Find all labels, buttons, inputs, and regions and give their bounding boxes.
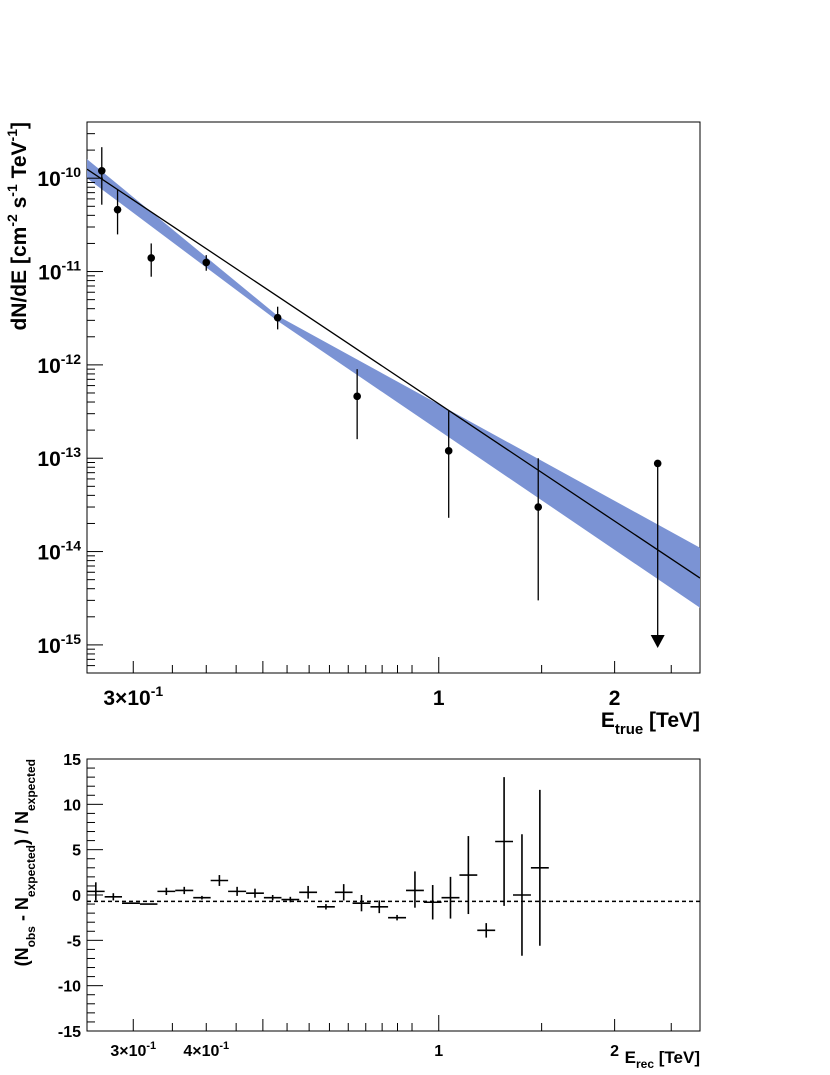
spectrum-point-5 bbox=[273, 306, 282, 330]
spectrum-y-axis-title: dN/dE [cm-2 s-1 TeV-1] bbox=[4, 122, 31, 331]
residual-point-20 bbox=[423, 885, 442, 920]
x-tick-label: 1 bbox=[434, 1043, 443, 1060]
spectrum-point-marker bbox=[113, 205, 122, 214]
residual-point-12 bbox=[281, 896, 300, 903]
spectrum-x-axis-title: Etrue [TeV] bbox=[601, 709, 700, 738]
spectrum-axis-ticks bbox=[86, 121, 672, 674]
residual-point-22 bbox=[459, 836, 478, 915]
residual-point-5 bbox=[157, 887, 176, 895]
fit-line bbox=[86, 168, 701, 579]
spectrum-point-7 bbox=[444, 411, 453, 518]
residual-point-1 bbox=[87, 882, 105, 901]
spectrum-point-6 bbox=[353, 369, 361, 440]
x-tick-label: 4×10-1 bbox=[183, 1040, 229, 1060]
residual-point-6 bbox=[175, 886, 194, 895]
y-tick-label: 10-14 bbox=[37, 538, 81, 565]
y-tick-label: 10-13 bbox=[37, 444, 81, 471]
residual-point-15 bbox=[334, 884, 353, 901]
upper-limit-marker bbox=[653, 459, 662, 468]
residuals-x-tick-labels: 3×10-1 4×10-1 1 2 bbox=[110, 1040, 619, 1060]
residual-point-18 bbox=[388, 914, 407, 921]
residual-point-13 bbox=[299, 885, 318, 899]
y-tick-label: 10 bbox=[63, 797, 81, 814]
residual-point-7 bbox=[193, 895, 211, 900]
residual-point-21 bbox=[441, 876, 460, 919]
x-tick-label: 3×10-1 bbox=[110, 1040, 156, 1060]
residual-point-10 bbox=[246, 888, 264, 898]
residual-point-14 bbox=[317, 904, 335, 910]
y-tick-label: 0 bbox=[72, 888, 81, 905]
residuals-y-axis-title: (Nobs - Nexpected) / Nexpected bbox=[12, 759, 38, 966]
residuals-y-tick-labels: 15 10 5 0 -5 -10 -15 bbox=[58, 752, 81, 1041]
y-tick-label: -15 bbox=[58, 1024, 81, 1041]
spectrum-point-4 bbox=[202, 255, 211, 271]
x-tick-label: 1 bbox=[433, 687, 445, 710]
spectrum-point-3 bbox=[147, 243, 156, 277]
residual-point-17 bbox=[370, 900, 389, 914]
spectrum-point-marker bbox=[202, 258, 211, 267]
residual-point-23 bbox=[477, 923, 496, 938]
spectrum-point-marker bbox=[534, 503, 543, 511]
spectrum-point-1 bbox=[97, 147, 106, 205]
spectrum-point-marker bbox=[273, 313, 282, 322]
y-tick-label: -5 bbox=[67, 933, 81, 950]
y-tick-label: 10-10 bbox=[37, 164, 81, 191]
residual-point-16 bbox=[352, 895, 371, 912]
residuals-data-points bbox=[87, 777, 549, 956]
residual-point-9 bbox=[228, 886, 247, 896]
y-tick-label: 10-11 bbox=[38, 258, 81, 285]
residuals-axis-ticks bbox=[86, 758, 672, 1032]
spectrum-point-2 bbox=[113, 189, 122, 235]
spectrum-point-marker bbox=[444, 447, 453, 455]
residuals-plot-frame bbox=[86, 758, 701, 1032]
spectrum-plot-frame bbox=[86, 121, 701, 674]
spectrum-point-8 bbox=[534, 458, 543, 601]
down-arrow-icon bbox=[650, 634, 665, 648]
residuals-panel: 15 10 5 0 -5 -10 -15 3×10-1 4×10-1 1 2 Erec [TeV]… bbox=[12, 752, 701, 1071]
fit-uncertainty-band bbox=[87, 159, 700, 608]
y-tick-label: 5 bbox=[72, 843, 81, 860]
spectrum-data-points bbox=[97, 147, 665, 648]
x-tick-label: 2 bbox=[610, 1043, 619, 1060]
residual-point-26 bbox=[530, 789, 549, 946]
residual-point-11 bbox=[263, 895, 282, 901]
residual-point-24 bbox=[495, 777, 514, 906]
y-tick-label: 10-12 bbox=[37, 351, 81, 378]
residual-point-25 bbox=[513, 834, 531, 956]
y-tick-label: 15 bbox=[63, 752, 81, 769]
residual-point-19 bbox=[406, 871, 424, 908]
y-tick-label: 10-15 bbox=[37, 631, 81, 658]
spectrum-upper-limit-1 bbox=[650, 459, 665, 648]
x-tick-label: 2 bbox=[609, 687, 621, 710]
spectrum-point-marker bbox=[353, 392, 361, 401]
spectrum-y-tick-labels: 10-15 10-14 10-13 10-12 10-11 10-10 bbox=[37, 164, 81, 658]
x-tick-label: 3×10-1 bbox=[103, 683, 163, 710]
residuals-x-axis-title: Erec [TeV] bbox=[625, 1048, 700, 1071]
spectrum-x-tick-labels: 3×10-1 1 2 bbox=[103, 683, 620, 710]
spectrum-point-marker bbox=[97, 167, 106, 175]
fit-band-area bbox=[87, 159, 700, 608]
fit-line-segment bbox=[86, 168, 701, 579]
residual-point-2 bbox=[104, 893, 123, 901]
y-tick-label: -10 bbox=[58, 979, 81, 996]
residual-point-8 bbox=[210, 875, 229, 886]
spectrum-point-marker bbox=[147, 254, 156, 262]
